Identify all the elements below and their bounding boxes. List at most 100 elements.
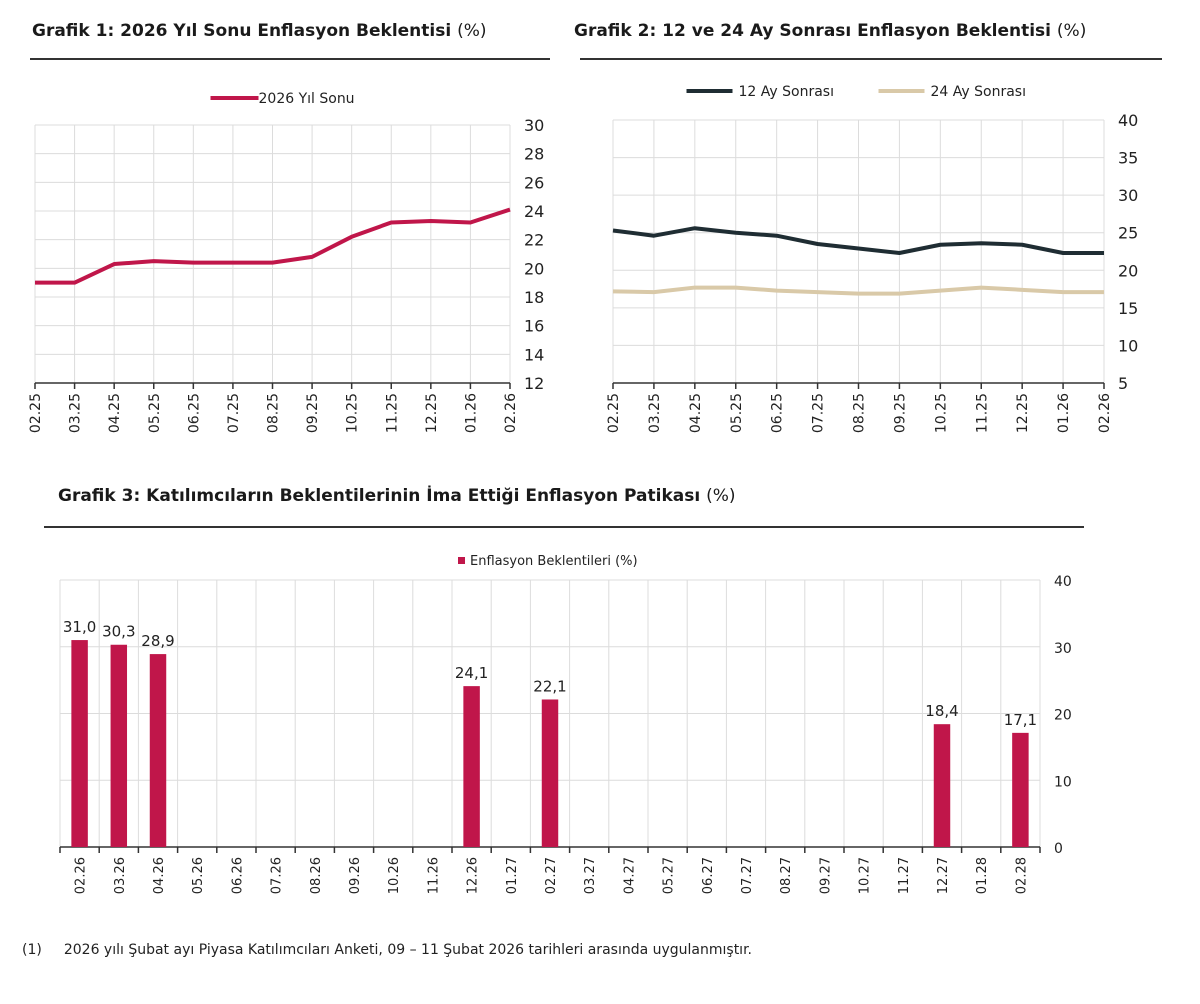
chart1-legend-label: 2026 Yıl Sonu xyxy=(259,91,355,107)
chart2-ytick-label: 35 xyxy=(1118,149,1138,168)
chart3-data-label: 28,9 xyxy=(141,632,174,650)
chart1-xtick-label: 03.25 xyxy=(68,393,84,433)
chart3-data-label: 17,1 xyxy=(1004,711,1037,729)
chart3-legend-label: Enflasyon Beklentileri (%) xyxy=(470,554,638,569)
chart2-xtick-label: 08.25 xyxy=(852,393,868,433)
chart3-xtick-label: 06.26 xyxy=(230,857,245,894)
chart3-xtick-label: 03.27 xyxy=(583,857,598,894)
chart3-data-label: 31,0 xyxy=(63,618,96,636)
chart3-xtick-label: 12.27 xyxy=(936,857,951,894)
chart3-xtick-label: 09.27 xyxy=(818,857,833,894)
chart2-xtick-label: 03.25 xyxy=(647,393,663,433)
chart2-xtick-label: 02.26 xyxy=(1097,393,1113,433)
chart3-title-rule xyxy=(44,526,1084,528)
chart1-title-unit: (%) xyxy=(457,21,487,41)
chart2-xtick-label: 11.25 xyxy=(974,393,990,433)
chart2-ytick-label: 20 xyxy=(1118,261,1138,280)
chart1-title-text: Grafik 1: 2026 Yıl Sonu Enflasyon Beklen… xyxy=(32,21,452,41)
chart3-bar xyxy=(1012,732,1029,847)
chart1-xtick-label: 05.25 xyxy=(147,393,163,433)
chart2-ytick-label: 10 xyxy=(1118,336,1138,355)
chart3-ytick-label: 40 xyxy=(1054,574,1072,590)
chart3-bar xyxy=(933,724,951,847)
chart3-bar xyxy=(149,654,167,847)
chart1-ytick-label: 28 xyxy=(524,145,544,164)
chart1-title-rule xyxy=(30,58,550,60)
chart3-data-label: 24,1 xyxy=(455,664,488,682)
chart3-xtick-label: 01.28 xyxy=(975,857,990,894)
chart1-ytick-label: 30 xyxy=(524,116,544,135)
chart1-ytick-label: 14 xyxy=(524,345,544,364)
chart1-ytick-label: 24 xyxy=(524,202,544,221)
chart2-ytick-label: 5 xyxy=(1118,374,1128,393)
chart3-xtick-label: 04.26 xyxy=(152,857,167,894)
chart2-title-rule xyxy=(580,58,1162,60)
chart1-xtick-label: 01.26 xyxy=(463,393,479,433)
chart1-xtick-label: 08.25 xyxy=(266,393,282,433)
chart3-xtick-label: 05.26 xyxy=(191,857,206,894)
chart1-xtick-label: 02.25 xyxy=(28,393,44,433)
chart2-xtick-label: 06.25 xyxy=(770,393,786,433)
chart3-title-text: Grafik 3: Katılımcıların Beklentilerinin… xyxy=(58,486,701,506)
chart1-ytick-label: 20 xyxy=(524,259,544,278)
chart3-xtick-label: 04.27 xyxy=(622,857,637,894)
chart2-xtick-label: 10.25 xyxy=(933,393,949,433)
chart1-xtick-label: 02.26 xyxy=(503,393,519,433)
chart3-xtick-label: 10.27 xyxy=(858,857,873,894)
chart2-title-unit: (%) xyxy=(1056,21,1087,41)
chart1-xtick-label: 11.25 xyxy=(384,393,400,433)
footnote: (1) 2026 yılı Şubat ayı Piyasa Katılımcıl… xyxy=(22,942,774,958)
chart3-xtick-label: 03.26 xyxy=(113,857,128,894)
chart3-ytick-label: 10 xyxy=(1054,774,1072,790)
chart3-xtick-label: 08.27 xyxy=(779,857,794,894)
chart3-xtick-label: 07.26 xyxy=(270,857,285,894)
chart2-xtick-label: 09.25 xyxy=(892,393,908,433)
chart1-xtick-label: 07.25 xyxy=(226,393,242,433)
chart2-xtick-label: 12.25 xyxy=(1015,393,1031,433)
chart2-ytick-label: 25 xyxy=(1118,224,1138,243)
chart3-xtick-label: 06.27 xyxy=(701,857,716,894)
chart1-ytick-label: 22 xyxy=(524,231,544,250)
chart3-bar xyxy=(110,644,128,847)
chart2-xtick-label: 01.26 xyxy=(1056,393,1072,433)
chart2-title-text: Grafik 2: 12 ve 24 Ay Sonrası Enflasyon … xyxy=(574,21,1051,41)
chart1-xtick-label: 10.25 xyxy=(345,393,361,433)
chart3-xtick-label: 02.27 xyxy=(544,857,559,894)
chart3-legend-swatch xyxy=(458,557,465,564)
chart3-xtick-label: 11.26 xyxy=(426,857,441,894)
chart2-xtick-label: 07.25 xyxy=(811,393,827,433)
chart3-ytick-label: 20 xyxy=(1054,708,1072,724)
chart2-legend-label: 24 Ay Sonrası xyxy=(931,84,1026,100)
chart3-xtick-label: 02.26 xyxy=(74,857,89,894)
chart1-xtick-label: 09.25 xyxy=(305,393,321,433)
chart1-ytick-label: 16 xyxy=(524,317,544,336)
chart3-xtick-label: 05.27 xyxy=(662,857,677,894)
chart3-title: Grafik 3: Katılımcıların Beklentilerinin… xyxy=(58,486,736,506)
chart1-ytick-label: 18 xyxy=(524,288,544,307)
chart1-ytick-label: 26 xyxy=(524,173,544,192)
chart1-xtick-label: 12.25 xyxy=(424,393,440,433)
chart3-xtick-label: 07.27 xyxy=(740,857,755,894)
chart3-data-label: 30,3 xyxy=(102,623,135,641)
chart2-title: Grafik 2: 12 ve 24 Ay Sonrası Enflasyon … xyxy=(574,21,1086,41)
chart3-title-unit: (%) xyxy=(706,486,736,506)
chart1-ytick-label: 12 xyxy=(524,374,544,393)
chart2-ytick-label: 30 xyxy=(1118,186,1138,205)
chart3-xtick-label: 08.26 xyxy=(309,857,324,894)
chart3-bar xyxy=(71,640,88,847)
chart3-xtick-label: 09.26 xyxy=(348,857,363,894)
chart3-ytick-label: 30 xyxy=(1054,641,1072,657)
chart2-xtick-label: 02.25 xyxy=(606,393,622,433)
chart3-bar xyxy=(463,686,480,847)
chart2-xtick-label: 04.25 xyxy=(688,393,704,433)
chart1-title: Grafik 1: 2026 Yıl Sonu Enflasyon Beklen… xyxy=(32,21,487,41)
chart3-bar xyxy=(541,699,559,847)
chart3-data-label: 18,4 xyxy=(925,702,958,720)
chart3-xtick-label: 02.28 xyxy=(1014,857,1029,894)
chart2-ytick-label: 15 xyxy=(1118,299,1138,318)
chart1-xtick-label: 06.25 xyxy=(186,393,202,433)
footnote-text: 2026 yılı Şubat ayı Piyasa Katılımcıları… xyxy=(63,942,752,958)
chart3-xtick-label: 01.27 xyxy=(505,857,520,894)
chart2-legend-label: 12 Ay Sonrası xyxy=(739,84,834,100)
footnote-marker: (1) xyxy=(22,942,42,958)
